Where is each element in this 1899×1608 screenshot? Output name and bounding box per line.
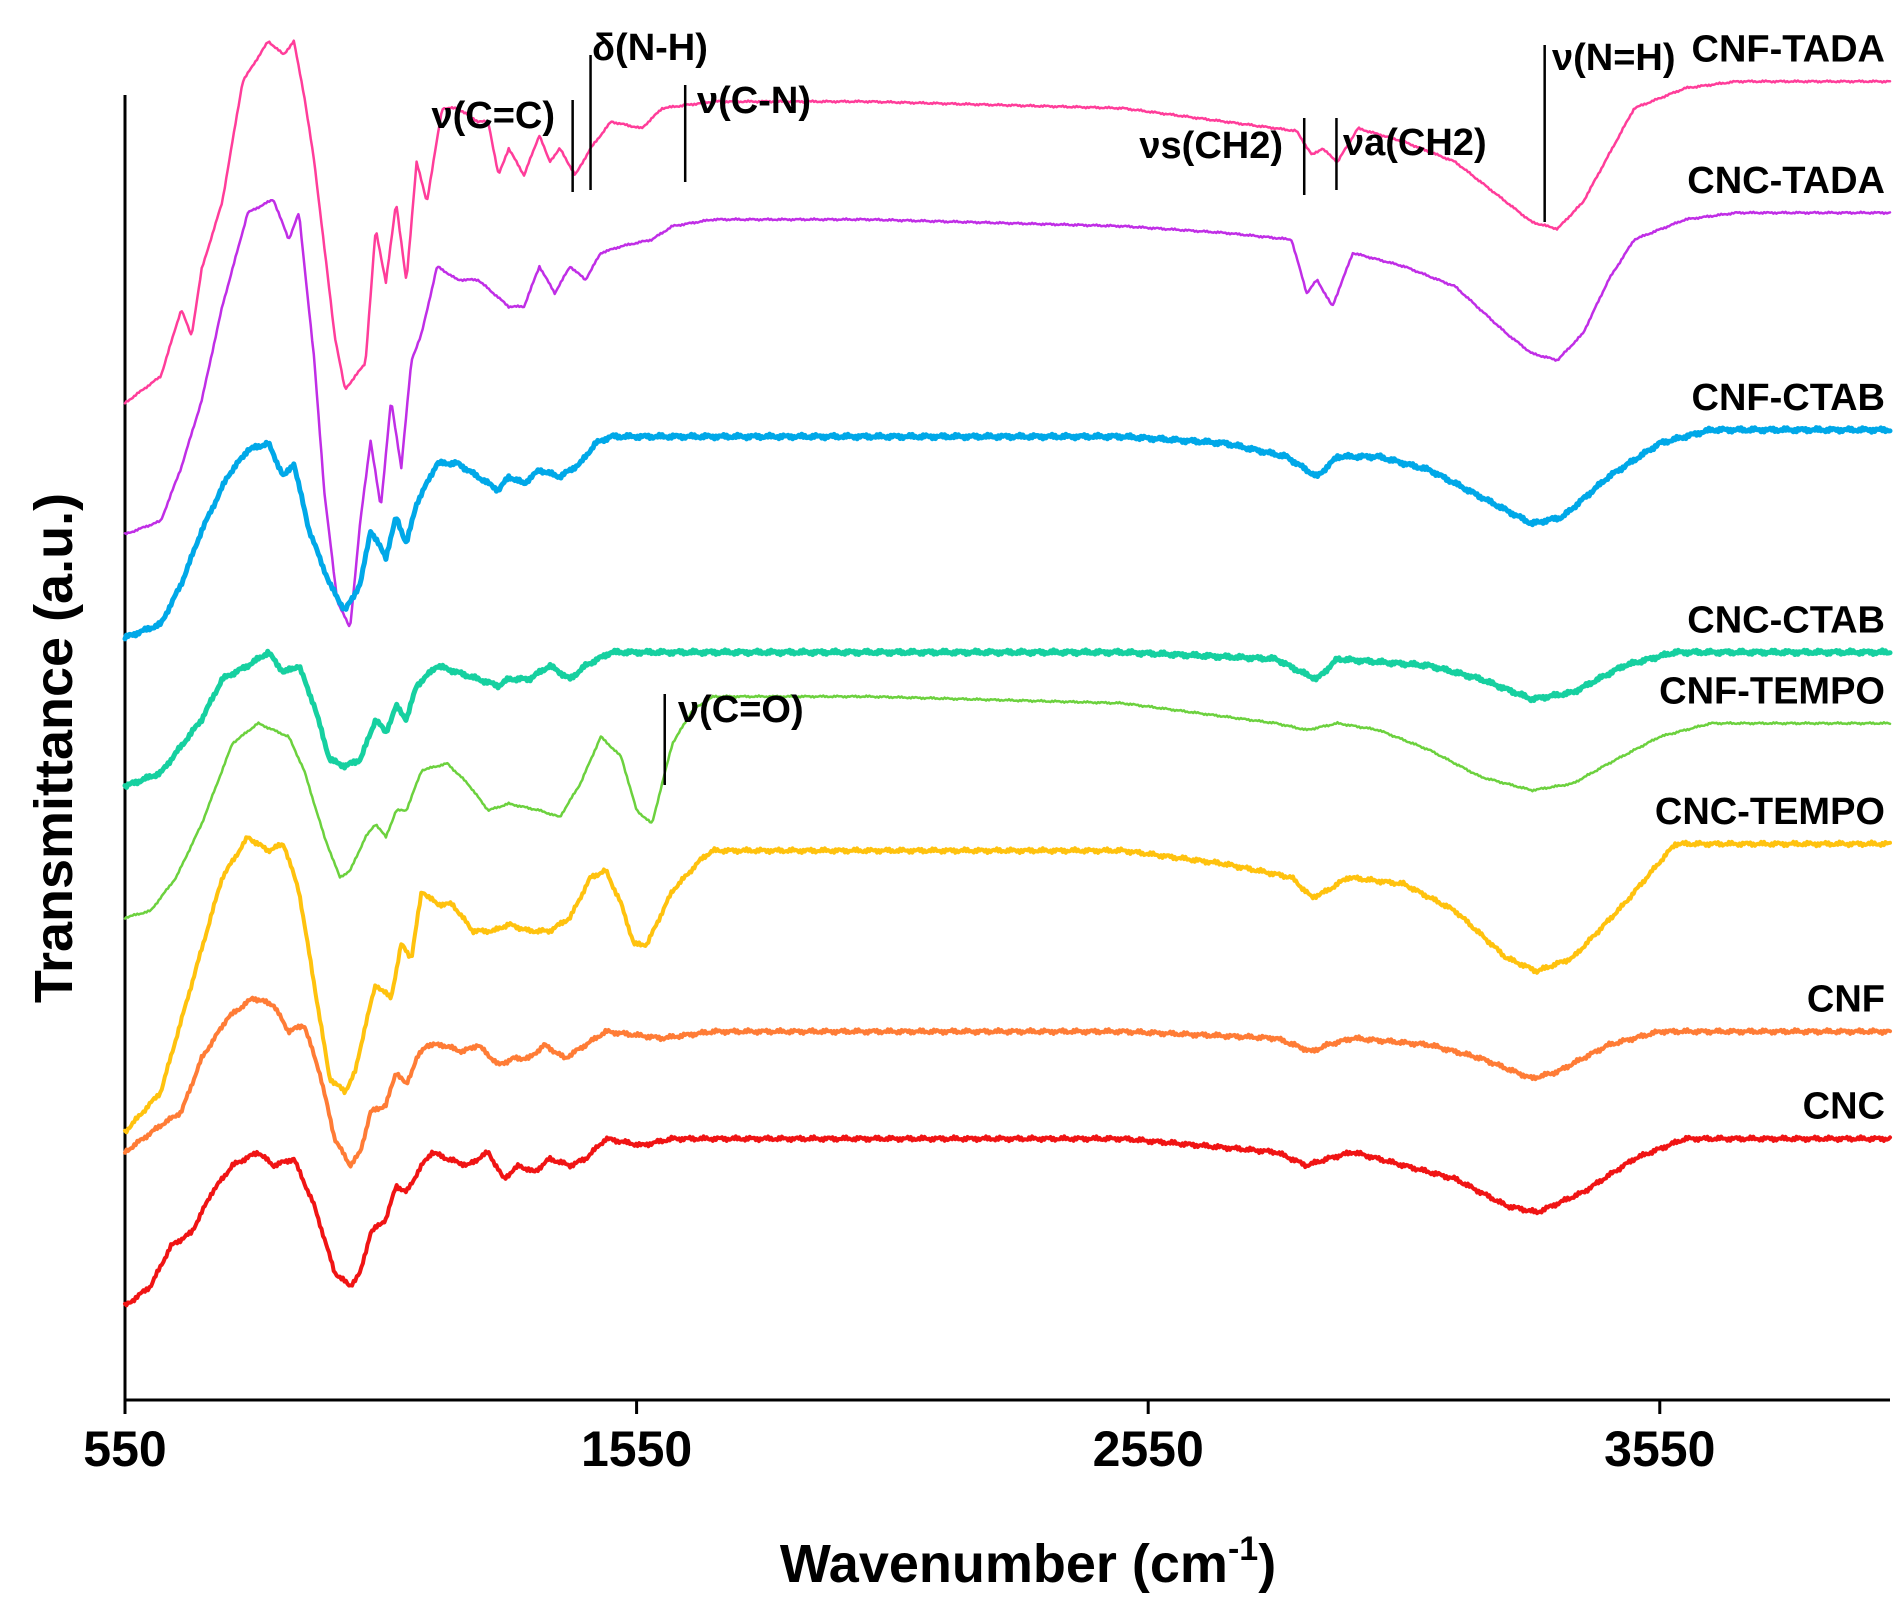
series-label-cnf-ctab: CNF-CTAB	[1692, 377, 1885, 419]
annotation-label--c-n-: ν(C-N)	[697, 80, 811, 122]
x-tick-label-550: 550	[83, 1421, 166, 1477]
annotation-label--c-c-: ν(C=C)	[431, 95, 555, 137]
x-tick-label-2550: 2550	[1093, 1421, 1204, 1477]
series-label-cnf-tempo: CNF-TEMPO	[1659, 670, 1885, 712]
annotation-label--n-h-: δ(N-H)	[592, 27, 708, 69]
series-label-cnc-tada: CNC-TADA	[1687, 160, 1885, 202]
spectrum-cnc-ctab	[122, 647, 1893, 790]
series-label-cnc-ctab: CNC-CTAB	[1687, 599, 1885, 641]
annotation-label--n-h-: ν(N=H)	[1552, 37, 1676, 79]
spectrum-cnf-tempo	[123, 694, 1892, 920]
x-ticks: 550 1550 2550 3550	[83, 1400, 1715, 1477]
spectra-traces	[122, 39, 1893, 1308]
series-label-cnf-tada: CNF-TADA	[1692, 28, 1885, 70]
annotation-label--s-ch2-: νs(CH2)	[1139, 125, 1283, 167]
annotation-label--a-ch2-: νa(CH2)	[1343, 122, 1487, 164]
peak-annotations: ν(C=C) δ(N-H) ν(C-N) νs(CH2) νa(CH2) ν(N=H) ν(…	[431, 27, 1676, 785]
series-labels: CNF-TADA CNC-TADA CNF-CTAB CNC-CTAB CNF-TEMP…	[1655, 28, 1885, 1127]
spectrum-cnf-ctab	[122, 425, 1893, 642]
annotation-label--c-o-: ν(C=O)	[678, 689, 804, 731]
x-tick-label-3550: 3550	[1604, 1421, 1715, 1477]
y-axis-title: Transmittance (a.u.)	[24, 493, 84, 1003]
series-label-cnf: CNF	[1807, 979, 1885, 1021]
spectrum-cnf	[123, 995, 1892, 1169]
series-label-cnc: CNC	[1803, 1086, 1885, 1128]
x-axis: 550 1550 2550 3550	[83, 1398, 1890, 1477]
spectrum-cnf-tada	[123, 39, 1892, 405]
x-tick-label-1550: 1550	[581, 1421, 692, 1477]
x-axis-title: Wavenumber (cm-1)	[780, 1530, 1276, 1594]
spectrum-cnc-tempo	[123, 835, 1892, 1135]
spectrum-cnc-tada	[123, 198, 1892, 628]
spectrum-cnc	[123, 1134, 1892, 1308]
series-label-cnc-tempo: CNC-TEMPO	[1655, 791, 1885, 833]
